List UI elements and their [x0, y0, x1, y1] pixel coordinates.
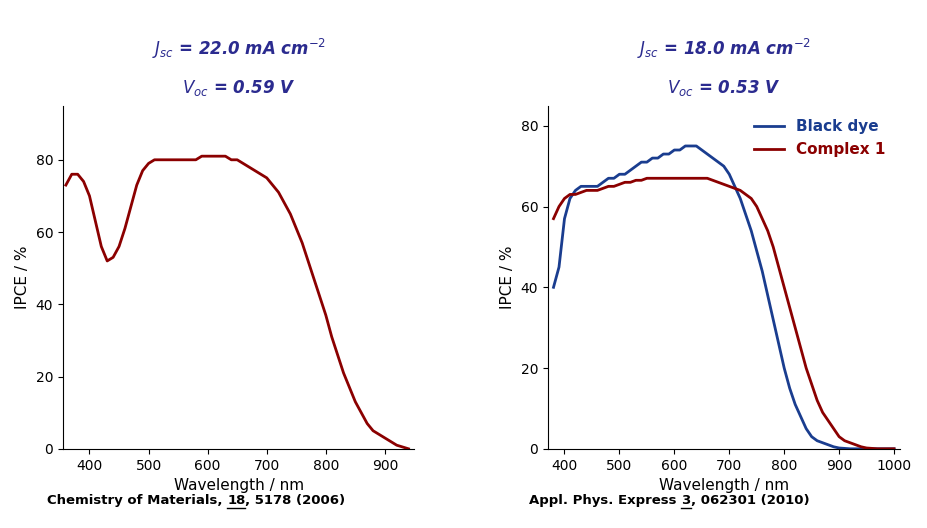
- Text: , 062301 (2010): , 062301 (2010): [691, 494, 809, 507]
- Complex 1: [724, 183, 735, 190]
- Black dye: [724, 171, 735, 177]
- Black dye: [713, 159, 724, 165]
- Text: $V_{oc}$ = 0.59 V: $V_{oc}$ = 0.59 V: [182, 78, 296, 98]
- Black dye: [844, 446, 856, 452]
- Black dye: [888, 446, 899, 452]
- Text: , 5178 (2006): , 5178 (2006): [246, 494, 346, 507]
- Legend: Black dye, Complex 1: Black dye, Complex 1: [747, 113, 892, 163]
- Complex 1: [790, 325, 801, 331]
- Complex 1: [872, 446, 883, 452]
- Line: Black dye: Black dye: [553, 146, 894, 449]
- Y-axis label: IPCE / %: IPCE / %: [500, 246, 515, 309]
- Black dye: [548, 284, 559, 290]
- Black dye: [641, 159, 653, 165]
- X-axis label: Wavelength / nm: Wavelength / nm: [659, 478, 789, 493]
- Text: 3: 3: [681, 494, 691, 507]
- Text: $J_{sc}$ = 22.0 mA cm$^{-2}$: $J_{sc}$ = 22.0 mA cm$^{-2}$: [151, 37, 325, 61]
- Text: 18: 18: [227, 494, 246, 507]
- Text: Chemistry of Materials,: Chemistry of Materials,: [47, 494, 227, 507]
- Black dye: [653, 155, 664, 161]
- Black dye: [679, 143, 691, 149]
- X-axis label: Wavelength / nm: Wavelength / nm: [173, 478, 304, 493]
- Complex 1: [888, 446, 899, 452]
- Y-axis label: IPCE / %: IPCE / %: [15, 246, 30, 309]
- Complex 1: [641, 175, 653, 182]
- Complex 1: [647, 175, 658, 182]
- Complex 1: [658, 175, 669, 182]
- Line: Complex 1: Complex 1: [553, 178, 894, 449]
- Black dye: [790, 401, 801, 408]
- Complex 1: [548, 215, 559, 222]
- Text: $J_{sc}$ = 18.0 mA cm$^{-2}$: $J_{sc}$ = 18.0 mA cm$^{-2}$: [637, 37, 811, 61]
- Black dye: [883, 446, 895, 452]
- Text: $V_{oc}$ = 0.53 V: $V_{oc}$ = 0.53 V: [667, 78, 781, 98]
- Complex 1: [713, 179, 724, 185]
- Complex 1: [883, 446, 895, 452]
- Text: Appl. Phys. Express: Appl. Phys. Express: [529, 494, 681, 507]
